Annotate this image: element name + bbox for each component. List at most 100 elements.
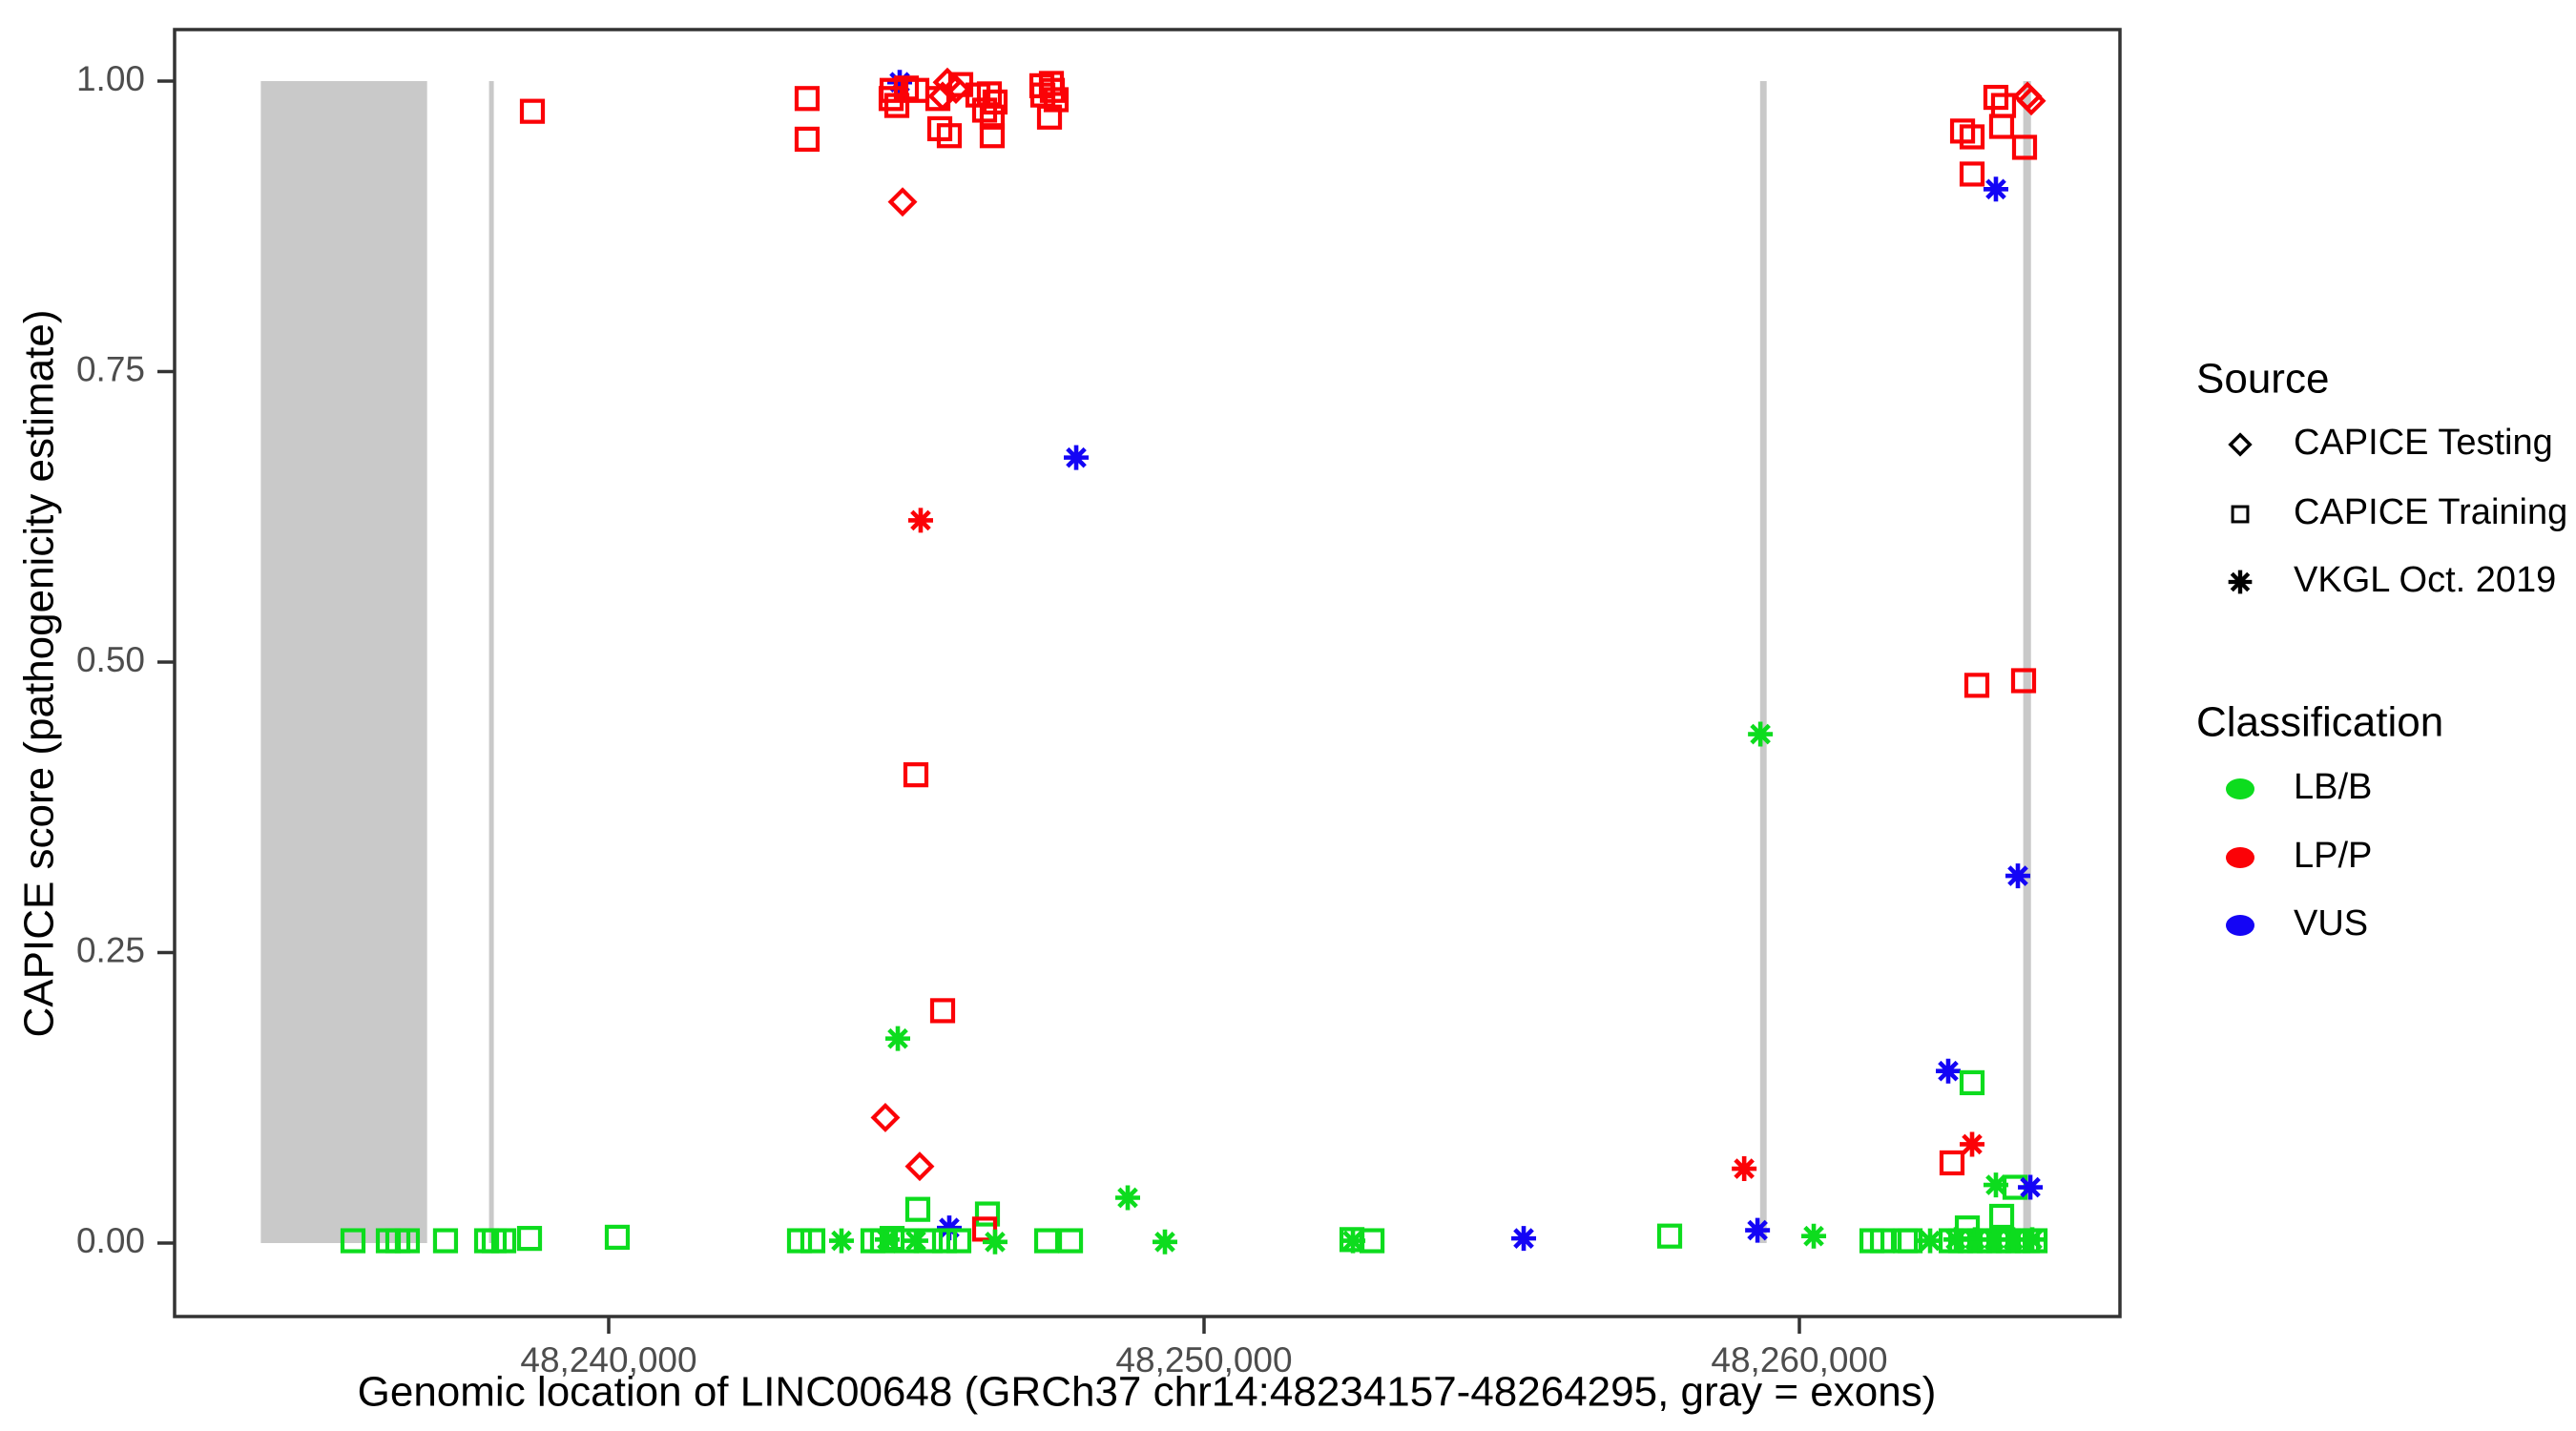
x-axis: 48,240,000 48,250,000 48,260,000 [520, 1317, 1888, 1379]
data-point [786, 1228, 813, 1254]
data-point [1340, 1228, 1366, 1254]
diamond-marker [941, 74, 971, 104]
asterisk-marker [887, 70, 913, 95]
data-point [931, 1228, 958, 1254]
asterisk-marker [2005, 863, 2031, 889]
data-point [794, 86, 821, 112]
diamond-marker [904, 1151, 935, 1182]
data-point [1511, 1226, 1537, 1252]
data-point [1959, 1069, 1985, 1096]
data-point [604, 1224, 631, 1251]
legend-item-diamond-icon: CAPICE Testing [2228, 423, 2553, 463]
data-point [941, 74, 971, 104]
data-point [874, 1227, 900, 1253]
square-marker [917, 1228, 944, 1254]
data-point [340, 1228, 366, 1254]
data-point [924, 86, 951, 112]
data-point [516, 1226, 543, 1252]
legend-item-vus: VUS [2226, 903, 2368, 944]
data-point [1748, 721, 1774, 747]
square-marker [1959, 1069, 1985, 1096]
asterisk-marker [936, 1215, 962, 1241]
square-marker [936, 123, 963, 149]
asterisk-marker [1064, 445, 1090, 470]
data-point [945, 1228, 972, 1254]
data-point [936, 123, 963, 149]
data-point [1153, 1229, 1177, 1255]
data-point [870, 1102, 901, 1132]
data-point [887, 70, 913, 95]
square-marker [971, 1216, 998, 1242]
square-marker [2231, 505, 2250, 524]
diamond-marker [887, 187, 918, 218]
asterisk-marker [2018, 1174, 2044, 1200]
data-point [2228, 432, 2253, 457]
square-marker [2010, 668, 2037, 694]
data-point [1036, 104, 1063, 130]
square-marker [903, 762, 929, 788]
square-marker [974, 1201, 1001, 1227]
data-point [879, 1226, 905, 1252]
data-point [1918, 1228, 1943, 1254]
asterisk-marker [1745, 1217, 1771, 1243]
data-point [1033, 1228, 1060, 1254]
legend-classification-items: LB/B LP/P VUS [2226, 767, 2372, 944]
square-marker [1033, 1228, 1060, 1254]
asterisk-marker [1153, 1229, 1177, 1255]
legend-classification-title: Classification [2196, 699, 2443, 746]
y-tick-label: 0.00 [76, 1221, 145, 1260]
x-tick-label: 48,240,000 [520, 1340, 696, 1379]
exon-region [1759, 81, 1767, 1243]
y-axis: 0.00 0.25 0.50 0.75 1.00 [76, 59, 175, 1260]
classification-dot-icon [2226, 778, 2254, 799]
square-marker [490, 1228, 517, 1254]
data-point [936, 1215, 962, 1241]
exon-region [488, 81, 494, 1243]
x-tick-label: 48,260,000 [1711, 1340, 1887, 1379]
data-point [1057, 1228, 1084, 1254]
square-marker [1963, 673, 1990, 698]
asterisk-marker [1960, 1131, 1985, 1157]
square-marker [1359, 1228, 1385, 1254]
asterisk-marker [1340, 1228, 1366, 1254]
legend-item-label: CAPICE Testing [2294, 423, 2553, 463]
legend-item-square-icon: CAPICE Training [2231, 492, 2567, 532]
asterisk-marker [885, 1026, 911, 1051]
square-marker [1043, 87, 1070, 113]
legend-item-lpp: LP/P [2226, 836, 2372, 876]
data-point [1983, 176, 2008, 202]
square-marker [432, 1228, 459, 1254]
data-point [2228, 570, 2253, 594]
plot-border [173, 28, 2122, 1318]
diamond-marker [870, 1102, 901, 1132]
legend: Source CAPICE Testing CAPICE Training VKGL… [2196, 356, 2567, 944]
square-marker [1988, 1203, 2015, 1230]
data-point [1959, 161, 1985, 187]
data-point [2231, 505, 2250, 524]
data-point [1960, 1131, 1985, 1157]
data-point [979, 123, 1006, 149]
asterisk-marker [1918, 1228, 1943, 1254]
legend-source-title: Source [2196, 356, 2329, 403]
square-marker [786, 1228, 813, 1254]
asterisk-marker [2228, 570, 2253, 594]
asterisk-marker [903, 1228, 928, 1254]
data-point [1745, 1217, 1771, 1243]
data-point [1732, 1156, 1757, 1182]
square-marker [519, 98, 546, 124]
square-marker [931, 1228, 958, 1254]
data-point [1982, 1227, 2007, 1253]
data-point [1954, 1215, 1981, 1241]
data-point [2018, 1174, 2044, 1200]
data-point [1656, 1223, 1683, 1249]
data-point [1115, 1185, 1140, 1211]
asterisk-marker [2020, 1227, 2046, 1253]
data-point [929, 998, 956, 1024]
y-tick-label: 0.50 [76, 640, 145, 679]
square-marker [878, 86, 904, 112]
square-marker [794, 86, 821, 112]
data-point [432, 1228, 459, 1254]
y-tick-label: 0.75 [76, 349, 145, 388]
square-marker [394, 1228, 421, 1254]
x-tick-label: 48,250,000 [1115, 1340, 1292, 1379]
